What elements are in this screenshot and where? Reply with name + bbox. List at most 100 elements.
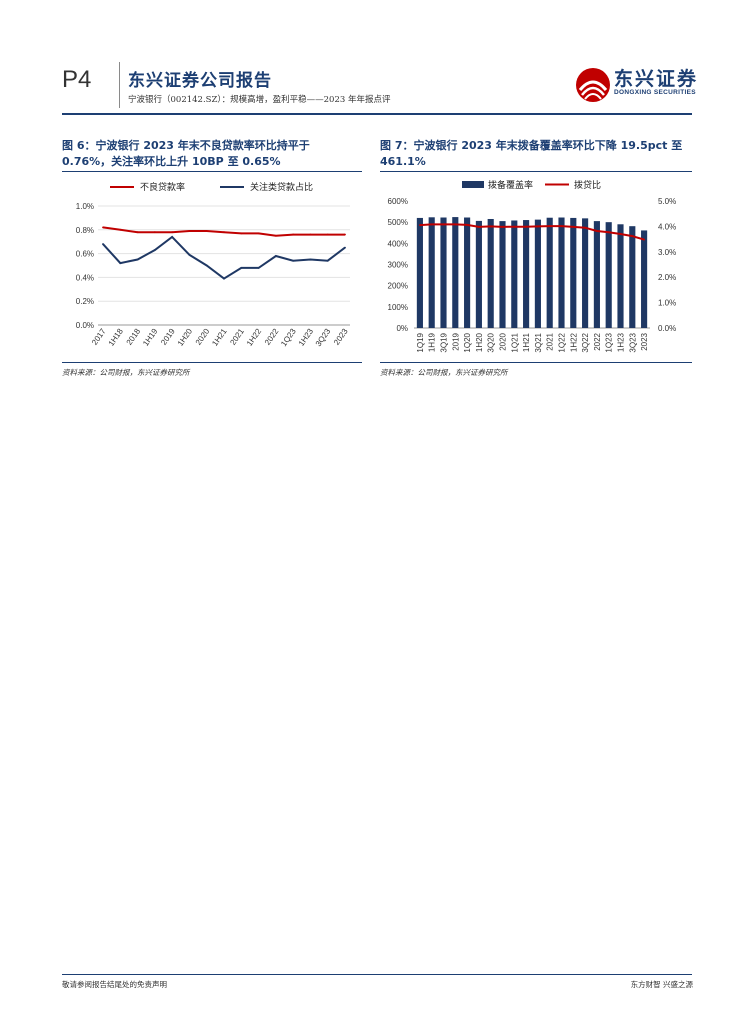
bar	[487, 218, 494, 328]
series-1-point	[136, 231, 139, 234]
bar	[582, 218, 589, 328]
y-right-tick-label: 1.0%	[658, 299, 676, 308]
series-2-point	[442, 223, 445, 226]
figure-7-top-rule	[380, 171, 692, 172]
series-2-point	[326, 259, 329, 262]
series-2-point	[292, 259, 295, 262]
footer-slogan: 东方财智 兴盛之源	[630, 980, 693, 989]
bar	[558, 217, 565, 328]
series-1-point	[153, 231, 156, 234]
figure-6-source: 资料来源：公司财报，东兴证券研究所	[62, 368, 190, 377]
series-1-point	[102, 226, 104, 229]
y-right-tick-label: 5.0%	[658, 197, 676, 206]
bar	[464, 217, 471, 328]
bar	[617, 224, 624, 328]
series-2-point	[572, 226, 575, 228]
y-tick-label: 0.6%	[76, 250, 94, 259]
y-tick-label: 0.2%	[76, 297, 94, 306]
figure-7-source: 资料来源：公司财报，东兴证券研究所	[380, 368, 508, 377]
figure-6-title: 图 6：宁波银行 2023 年末不良贷款率环比持平于 0.76%，关注率环比上升…	[62, 139, 310, 168]
series-2-point	[171, 236, 174, 238]
series-2-point	[309, 258, 312, 261]
bar	[428, 217, 435, 328]
x-tick-label: 1Q23	[605, 332, 614, 352]
series-2-point	[513, 225, 516, 228]
bar	[629, 226, 636, 328]
series-2-point	[525, 225, 527, 228]
series-1-point	[326, 233, 329, 236]
y-left-tick-label: 200%	[388, 282, 408, 291]
series-1-point	[188, 230, 191, 232]
x-tick-label: 2018	[125, 327, 143, 347]
series-2-point	[454, 223, 457, 226]
series-2-point	[136, 258, 139, 261]
bar	[499, 221, 506, 328]
series-2-point	[607, 231, 610, 234]
y-left-tick-label: 400%	[388, 239, 408, 248]
y-right-tick-label: 0.0%	[658, 324, 676, 333]
header-rule	[62, 113, 692, 115]
x-tick-label: 2023	[640, 332, 649, 350]
x-tick-label: 3Q21	[534, 332, 543, 352]
bar	[416, 217, 423, 328]
series-2-point	[119, 262, 122, 265]
series-2-point	[419, 224, 421, 227]
y-tick-label: 0.8%	[76, 226, 94, 235]
x-tick-label: 1H23	[617, 332, 626, 352]
x-tick-label: 1Q23	[279, 327, 298, 349]
x-tick-label: 1H20	[475, 332, 484, 352]
x-tick-label: 1H19	[141, 327, 160, 348]
figure-7-title: 图 7：宁波银行 2023 年末拨备覆盖率环比下降 19.5pct 至 461.…	[380, 139, 683, 168]
bar	[605, 222, 612, 328]
series-2-point	[501, 226, 504, 228]
legend-label-1: 拨备覆盖率	[488, 179, 533, 190]
y-left-tick-label: 600%	[388, 197, 408, 206]
series-2-point	[188, 253, 191, 256]
x-tick-label: 2019	[451, 332, 460, 350]
series-2-point	[537, 225, 539, 228]
series-1-point	[205, 230, 208, 232]
series-2-point	[596, 230, 598, 232]
bar	[511, 220, 518, 328]
y-right-tick-label: 4.0%	[658, 222, 676, 231]
x-tick-label: 3Q20	[487, 332, 496, 352]
x-tick-label: 3Q22	[581, 332, 590, 352]
x-tick-label: 1H23	[297, 327, 316, 348]
series-1-point	[240, 232, 243, 235]
figure-6-top-rule	[62, 171, 362, 172]
x-tick-label: 2020	[499, 332, 508, 350]
series-2-point	[430, 223, 433, 226]
series-line-2	[102, 235, 346, 280]
series-2-point	[643, 238, 645, 241]
page-number: P4	[62, 66, 92, 93]
logo-name-cn: 东兴证券	[614, 68, 699, 90]
x-tick-label: 1H18	[107, 327, 126, 348]
x-tick-label: 1Q20	[463, 332, 472, 352]
bar	[641, 230, 648, 328]
bar	[475, 220, 482, 328]
series-1-point	[309, 233, 312, 236]
x-tick-label: 2022	[593, 332, 602, 350]
series-1-point	[292, 233, 295, 236]
bar	[570, 217, 577, 328]
report-title: 东兴证券公司报告	[128, 71, 272, 91]
series-2-point	[205, 264, 208, 267]
figure-7-bottom-rule	[380, 362, 692, 363]
x-tick-label: 2021	[546, 332, 555, 350]
bar	[440, 217, 447, 328]
series-1-point	[274, 234, 277, 237]
series-2-point	[153, 249, 156, 251]
series-1-point	[344, 233, 346, 236]
y-tick-label: 0.0%	[76, 321, 94, 330]
series-2-point	[274, 255, 277, 257]
y-tick-label: 1.0%	[76, 202, 94, 211]
x-tick-label: 1Q21	[510, 332, 519, 352]
logo-mark-icon	[576, 68, 610, 102]
series-2-point	[560, 225, 563, 228]
x-tick-label: 3Q19	[440, 332, 449, 352]
series-2-point	[631, 235, 634, 237]
y-left-tick-label: 300%	[388, 261, 408, 270]
x-tick-label: 2022	[263, 327, 281, 347]
figure-6-chart: 不良贷款率 关注类贷款占比0.0%0.2%0.4%0.6%0.8%1.0%2017…	[76, 181, 350, 349]
x-tick-label: 1H21	[522, 332, 531, 352]
